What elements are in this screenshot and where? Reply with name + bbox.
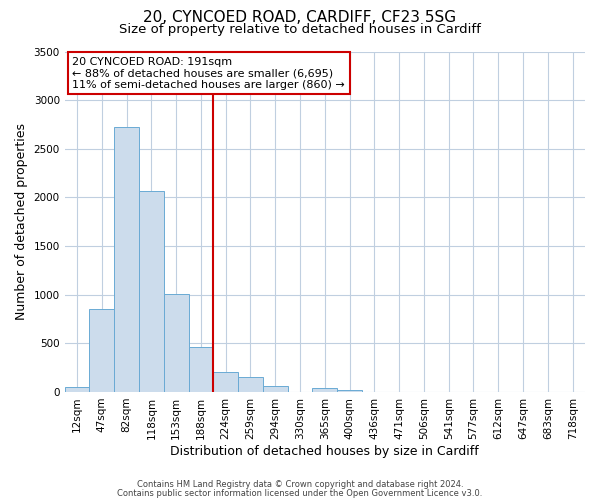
- Bar: [139, 190, 164, 392]
- Bar: [214, 372, 238, 392]
- Bar: [337, 390, 362, 392]
- Y-axis label: Number of detached properties: Number of detached properties: [15, 123, 28, 320]
- Text: 20, CYNCOED ROAD, CARDIFF, CF23 5SG: 20, CYNCOED ROAD, CARDIFF, CF23 5SG: [143, 10, 457, 25]
- X-axis label: Distribution of detached houses by size in Cardiff: Distribution of detached houses by size …: [170, 444, 479, 458]
- Bar: [188, 347, 214, 392]
- Bar: [65, 386, 89, 392]
- Bar: [114, 128, 139, 392]
- Bar: [238, 378, 263, 392]
- Text: Contains public sector information licensed under the Open Government Licence v3: Contains public sector information licen…: [118, 488, 482, 498]
- Bar: [313, 388, 337, 392]
- Text: Contains HM Land Registry data © Crown copyright and database right 2024.: Contains HM Land Registry data © Crown c…: [137, 480, 463, 489]
- Bar: [263, 386, 287, 392]
- Text: 20 CYNCOED ROAD: 191sqm
← 88% of detached houses are smaller (6,695)
11% of semi: 20 CYNCOED ROAD: 191sqm ← 88% of detache…: [73, 56, 345, 90]
- Bar: [164, 294, 188, 392]
- Bar: [89, 310, 114, 392]
- Text: Size of property relative to detached houses in Cardiff: Size of property relative to detached ho…: [119, 22, 481, 36]
